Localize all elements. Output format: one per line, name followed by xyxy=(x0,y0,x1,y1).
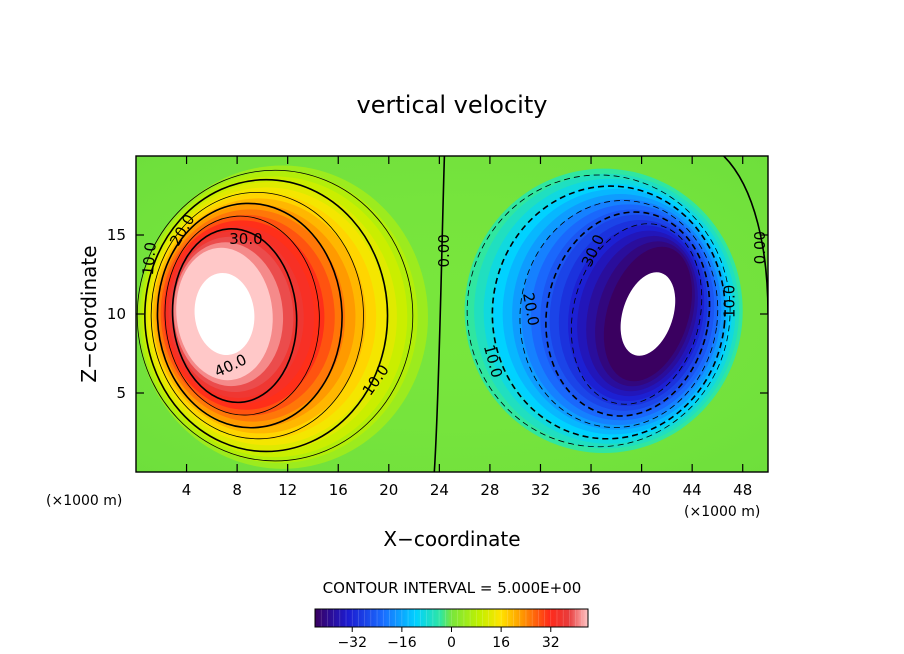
y-axis-label: Z−coordinate xyxy=(77,245,101,382)
plot-area: 10.020.0 30.040.0 10.00.0010.020.030.010.0… xyxy=(136,156,769,472)
x-tick-label-2: 12 xyxy=(278,481,297,499)
updraft-contour-0 xyxy=(136,169,414,462)
zero-contour xyxy=(433,156,446,472)
downdraft-contour-0 xyxy=(466,174,731,448)
x-tick-label-5: 24 xyxy=(430,481,449,499)
updraft-contour-4 xyxy=(164,215,320,416)
downdraft-contour-3 xyxy=(545,211,711,417)
contour-label-5: 0.00 xyxy=(435,234,453,267)
x-tick-label-6: 28 xyxy=(480,481,499,499)
downdraft-contour-4 xyxy=(570,223,703,405)
contour-label-0: 10.0 xyxy=(139,241,160,276)
x-axis-label: X−coordinate xyxy=(383,527,520,551)
updraft-contour-3 xyxy=(156,202,343,429)
x-tick-label-7: 32 xyxy=(531,481,550,499)
x-unit-label: (×1000 m) xyxy=(684,504,760,520)
y-tick-label-0: 5 xyxy=(116,384,126,402)
contour-label-9: 10.0 xyxy=(721,285,739,318)
x-tick-label-1: 8 xyxy=(232,481,242,499)
y-tick-label-1: 10 xyxy=(107,305,126,323)
colorbar-stripes xyxy=(314,609,589,627)
downdraft-contour-2 xyxy=(519,200,719,428)
x-tick-label-3: 16 xyxy=(329,481,348,499)
colorbar-tick-label-0: −32 xyxy=(337,635,367,651)
colorbar-tick-label-2: 0 xyxy=(447,635,456,651)
colorbar-ticks: −32 −16 0 16 32 xyxy=(337,627,560,651)
x-tick-label-10: 44 xyxy=(683,481,702,499)
x-tick-label-8: 36 xyxy=(581,481,600,499)
x-tick-label-0: 4 xyxy=(182,481,192,499)
colorbar-tick-label-4: 32 xyxy=(542,635,560,651)
x-tick-label-9: 40 xyxy=(632,481,651,499)
contour-label-7: 20.0 xyxy=(519,291,543,327)
contour-interval-text: CONTOUR INTERVAL = 5.000E+00 xyxy=(323,579,582,597)
y-tick-label-2: 15 xyxy=(107,226,126,244)
updraft-contour-5 xyxy=(171,227,298,404)
contour-label-10: 0.00 xyxy=(751,231,769,264)
contour-lines xyxy=(136,156,768,472)
colorbar xyxy=(315,609,588,627)
updraft-contour-2 xyxy=(150,191,364,440)
downdraft-core xyxy=(620,272,676,356)
updraft-bands xyxy=(137,165,428,469)
z-unit-label: (×1000 m) xyxy=(46,493,122,509)
updraft-contour-1 xyxy=(144,178,389,453)
colorbar-tick-label-3: 16 xyxy=(492,635,510,651)
x-axis-ticks: 4 8 12 16 20 24 28 32 36 40 44 48 xyxy=(182,156,752,499)
x-tick-label-11: 48 xyxy=(733,481,752,499)
updraft-core xyxy=(194,272,255,356)
colorbar-tick-label-1: −16 xyxy=(387,635,417,651)
contour-label-2: 30.0 xyxy=(229,230,262,248)
downdraft-contour-1 xyxy=(491,185,726,440)
downdraft-bands xyxy=(464,168,743,454)
chart-title: vertical velocity xyxy=(357,91,548,119)
x-tick-label-4: 20 xyxy=(379,481,398,499)
y-axis-ticks: 5 10 15 xyxy=(107,226,768,402)
